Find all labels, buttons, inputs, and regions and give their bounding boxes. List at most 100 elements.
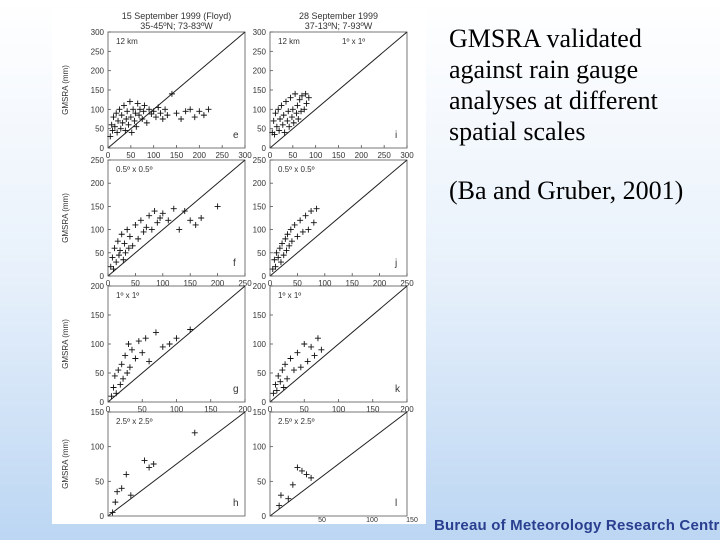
data-point-e-45 [191, 114, 198, 121]
data-point-e-31 [146, 106, 153, 113]
data-point-f-22 [148, 226, 155, 233]
data-point-j-12 [286, 242, 293, 249]
y-tick-label-i-4: 200 [253, 67, 267, 76]
data-point-l-2 [285, 495, 292, 502]
y-tick-label-g-3: 150 [91, 311, 105, 320]
y-tick-label-g-0: 0 [100, 398, 105, 407]
data-point-j-19 [302, 212, 309, 219]
scale-label-g: 1º x 1º [116, 291, 139, 300]
y-tick-label-e-4: 200 [91, 67, 105, 76]
data-point-j-22 [310, 219, 317, 226]
data-point-e-39 [164, 112, 171, 119]
data-point-l-0 [276, 502, 283, 509]
data-point-f-33 [198, 215, 205, 221]
one-to-one-line-j [269, 159, 408, 277]
footer-org-name: Bureau of Meteorology Research Centre [434, 516, 720, 534]
x-tick-label-g-1: 50 [138, 405, 147, 414]
data-point-j-8 [280, 252, 287, 259]
data-point-f-5 [114, 238, 121, 245]
data-point-e-13 [122, 127, 129, 134]
data-point-e-40 [168, 90, 175, 97]
y-tick-label-i-2: 100 [253, 105, 267, 114]
one-to-one-line-e [107, 31, 246, 149]
data-point-h-2 [114, 488, 121, 495]
panel-frame-h [107, 411, 246, 517]
data-point-f-21 [146, 212, 153, 219]
x-tick-label-j-1: 50 [293, 279, 302, 288]
data-point-e-21 [131, 117, 138, 124]
data-point-i-12 [282, 98, 289, 105]
data-point-k-17 [314, 335, 321, 342]
data-point-j-13 [287, 226, 294, 233]
data-point-j-11 [284, 231, 291, 238]
data-point-e-47 [200, 112, 207, 119]
data-point-j-1 [271, 256, 278, 263]
one-to-one-line-l [269, 411, 408, 517]
data-point-i-25 [298, 108, 305, 115]
data-point-e-23 [133, 123, 140, 130]
y-tick-label-f-1: 50 [95, 249, 104, 258]
panel-frame-j [269, 159, 408, 277]
data-point-e-3 [110, 114, 117, 121]
panel-letter-h: h [233, 498, 239, 509]
data-point-l-4 [294, 464, 301, 471]
x-tick-label-i-3: 150 [332, 151, 346, 160]
data-point-e-42 [178, 116, 185, 122]
x-tick-label-k-4: 200 [400, 405, 414, 414]
data-point-f-27 [165, 217, 172, 224]
y-tick-label-j-1: 50 [257, 249, 266, 258]
data-point-i-21 [293, 110, 300, 117]
data-point-e-29 [141, 102, 148, 109]
column-region-0: 35-45ºN; 73-83ºW [140, 21, 213, 31]
scale-label-secondary-i: 1º x 1º [342, 37, 365, 46]
data-point-f-29 [176, 226, 183, 233]
x-tick-label-k-1: 50 [300, 405, 309, 414]
data-point-g-17 [146, 358, 153, 365]
data-point-k-1 [272, 381, 279, 388]
data-point-g-19 [159, 343, 166, 350]
x-tick-label-f-5: 250 [238, 279, 252, 288]
x-tick-label-i-5: 250 [377, 151, 391, 160]
data-point-j-14 [288, 238, 295, 245]
y-tick-label-j-3: 150 [253, 202, 267, 211]
data-point-i-7 [277, 116, 284, 122]
data-point-j-18 [299, 228, 306, 235]
y-tick-label-e-6: 300 [91, 28, 105, 37]
data-point-h-4 [123, 471, 130, 478]
data-point-g-20 [166, 341, 173, 347]
data-point-e-41 [173, 110, 180, 117]
x-tick-label-e-1: 50 [126, 151, 135, 160]
footer-tick-label-0: 50 [318, 517, 326, 524]
data-point-k-16 [311, 352, 318, 359]
data-point-h-1 [112, 499, 119, 506]
data-point-i-29 [303, 100, 310, 107]
y-tick-label-k-2: 100 [253, 340, 267, 349]
x-tick-label-e-3: 150 [170, 151, 184, 160]
scale-label-f: 0.5º x 0.5º [116, 165, 153, 174]
data-point-g-12 [128, 346, 135, 353]
data-point-k-3 [275, 372, 282, 379]
data-point-i-20 [292, 90, 299, 97]
y-tick-label-e-5: 250 [91, 47, 105, 56]
panel-letter-j: j [394, 258, 397, 269]
y-axis-label: GMSRA (mm) [61, 319, 70, 369]
data-point-e-18 [127, 114, 134, 121]
scale-label-l: 2.5º x 2.5º [278, 417, 315, 426]
data-point-e-4 [111, 123, 118, 130]
data-point-f-18 [137, 217, 144, 224]
data-point-g-22 [187, 326, 194, 333]
one-to-one-line-g [107, 285, 246, 403]
x-tick-label-g-3: 150 [204, 405, 218, 414]
y-tick-label-h-2: 100 [91, 443, 105, 452]
data-point-f-17 [135, 235, 142, 242]
y-tick-label-k-3: 150 [253, 311, 267, 320]
data-point-f-2 [110, 266, 117, 273]
data-point-j-21 [308, 208, 315, 215]
one-to-one-line-h [107, 411, 246, 517]
data-point-l-5 [298, 467, 305, 474]
panel-letter-k: k [395, 384, 401, 395]
data-point-f-19 [140, 228, 147, 235]
y-tick-label-g-1: 50 [95, 369, 104, 378]
y-tick-label-f-4: 200 [91, 179, 105, 188]
data-point-i-18 [289, 106, 296, 113]
